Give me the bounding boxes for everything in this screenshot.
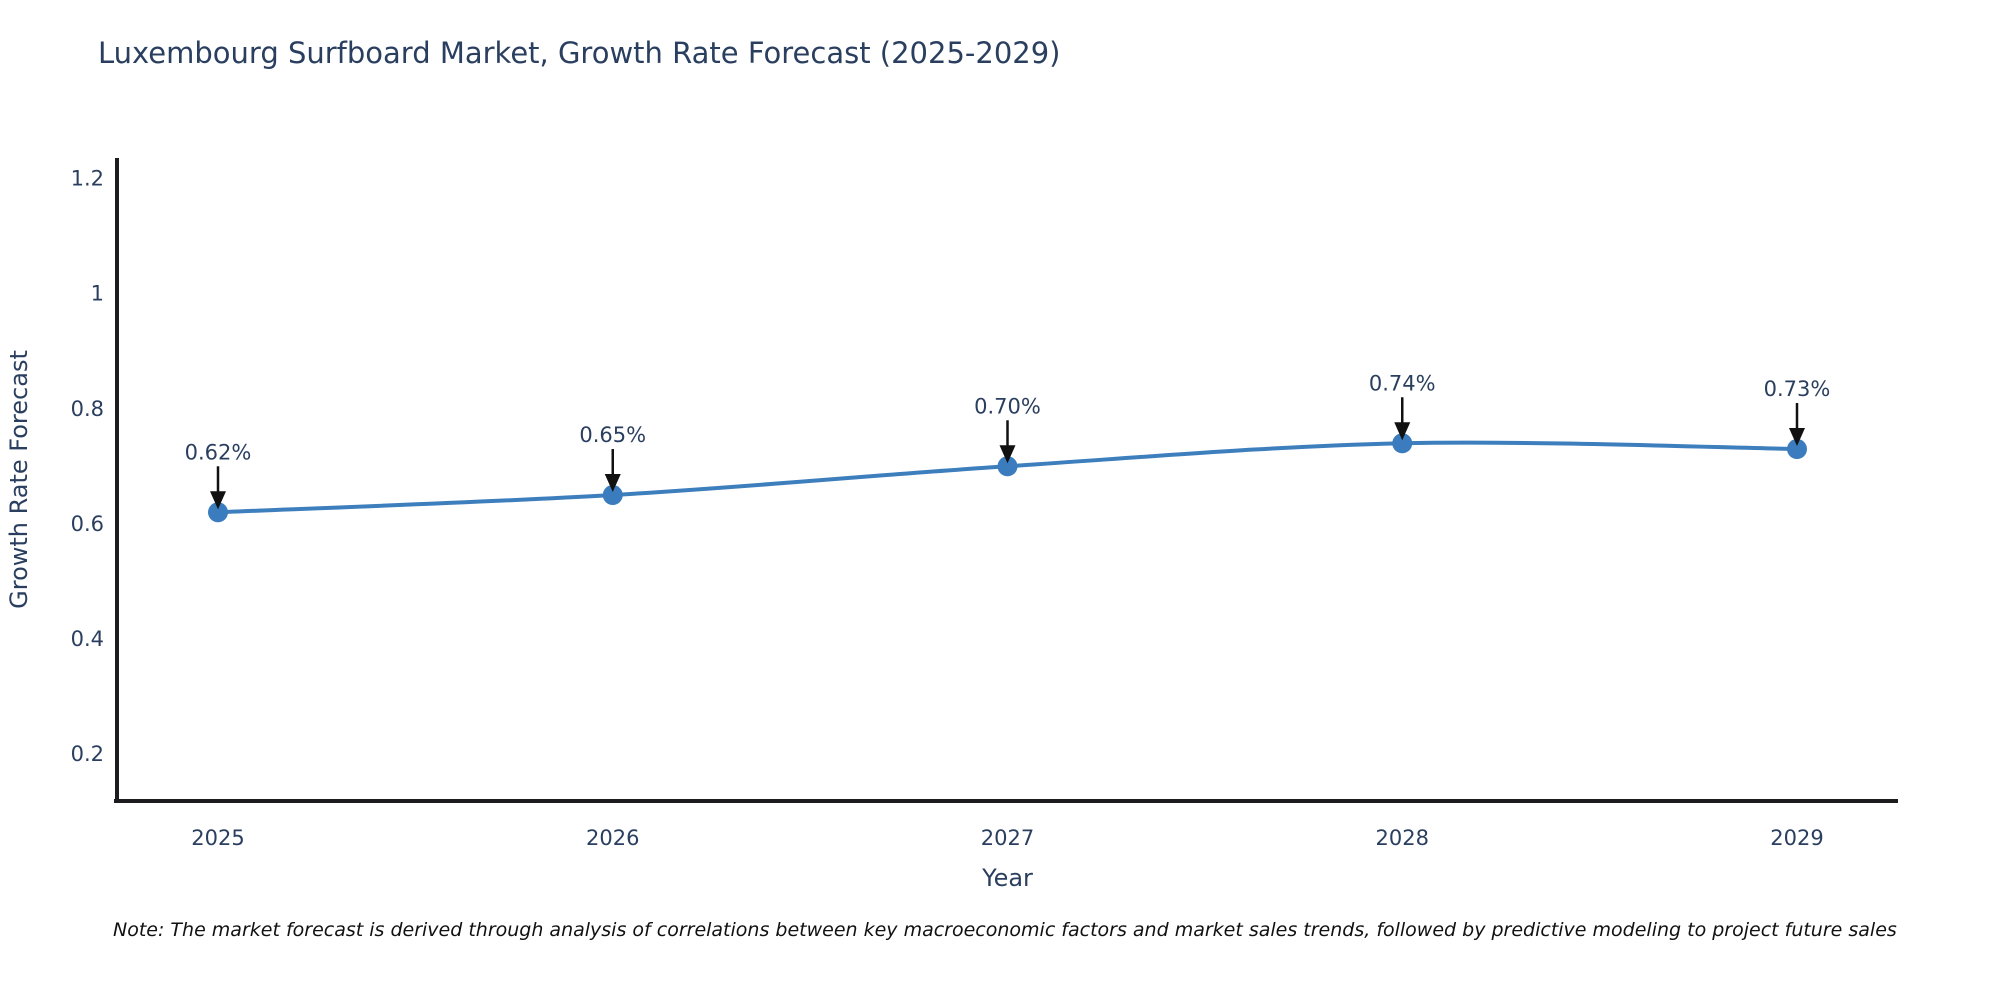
x-tick-label: 2029: [1770, 826, 1823, 850]
x-tick-label: 2027: [981, 826, 1034, 850]
data-point-marker[interactable]: [208, 502, 228, 523]
chart-title: Luxembourg Surfboard Market, Growth Rate…: [98, 36, 1061, 70]
y-tick-label: 0.6: [71, 512, 104, 536]
y-tick-label: 0.8: [71, 397, 104, 421]
x-tick-label: 2025: [191, 826, 244, 850]
data-point-label: 0.65%: [579, 423, 646, 447]
annotation-arrow-head: [210, 491, 226, 510]
data-point-label: 0.62%: [185, 440, 252, 464]
data-point-label: 0.73%: [1764, 377, 1831, 401]
y-tick-label: 1.2: [71, 167, 104, 191]
data-point-marker[interactable]: [1787, 439, 1807, 460]
y-tick-label: 0.4: [71, 627, 104, 651]
y-tick-label: 1: [91, 282, 104, 306]
x-axis-title: Year: [981, 864, 1033, 892]
annotation-arrow-head: [1789, 428, 1805, 447]
data-point-marker[interactable]: [602, 485, 623, 506]
data-point-marker[interactable]: [997, 456, 1018, 477]
data-point-marker[interactable]: [1392, 433, 1413, 454]
y-tick-label: 0.2: [71, 742, 104, 766]
data-point-label: 0.74%: [1369, 371, 1436, 395]
data-point-label: 0.70%: [974, 394, 1041, 418]
annotation-arrow-head: [1394, 422, 1411, 441]
annotation-arrow-head: [604, 474, 621, 493]
chart-footnote: Note: The market forecast is derived thr…: [113, 919, 1897, 941]
x-tick-label: 2028: [1376, 826, 1429, 850]
y-axis-title: Growth Rate Forecast: [5, 350, 33, 609]
x-tick-label: 2026: [586, 826, 639, 850]
annotation-arrow-head: [999, 445, 1016, 464]
